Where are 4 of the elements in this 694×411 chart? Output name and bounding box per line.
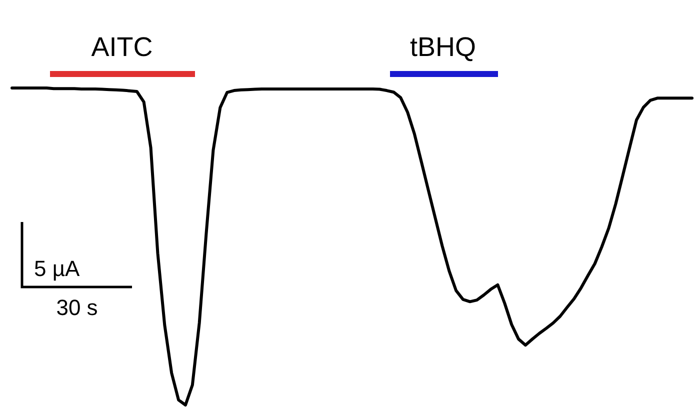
annotation: 5 µA (34, 256, 80, 281)
annotation: 30 s (56, 295, 98, 320)
text: tBHQ (410, 32, 476, 62)
text: AITC (91, 32, 153, 62)
